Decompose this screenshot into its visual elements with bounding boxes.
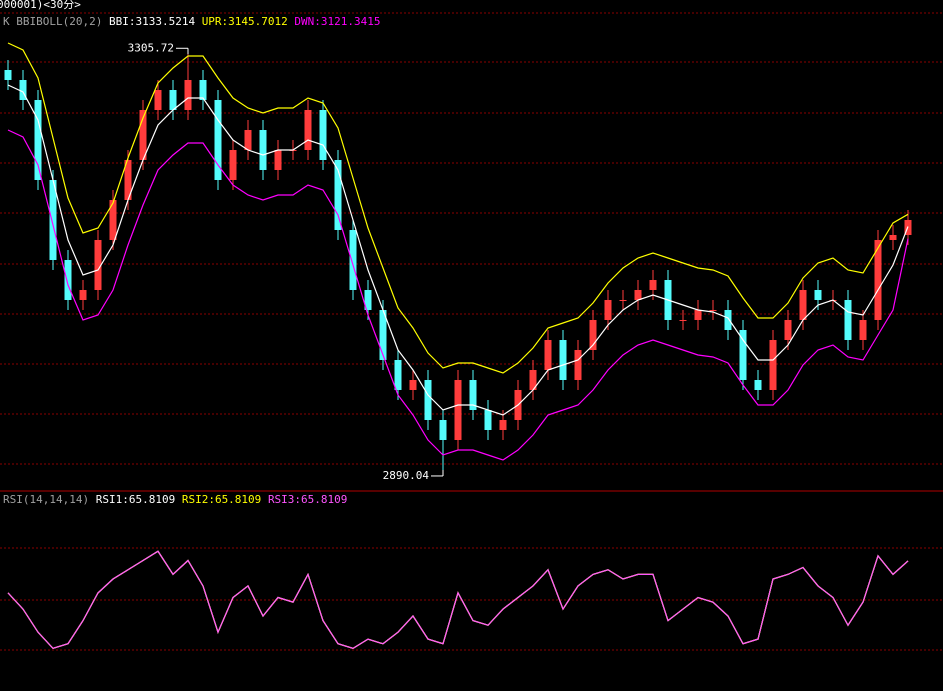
candle-body — [709, 310, 717, 311]
candle-body — [379, 310, 387, 360]
candle-body — [169, 90, 177, 110]
candle-body — [184, 80, 192, 110]
candle-body — [634, 290, 642, 300]
candle-body — [469, 380, 477, 410]
candle-body — [679, 320, 687, 321]
extreme-label: 3305.72 — [128, 41, 174, 54]
candle-body — [409, 380, 417, 390]
candle-body — [334, 160, 342, 230]
candle-body — [844, 300, 852, 340]
candle-body — [454, 380, 462, 440]
candle-body — [64, 260, 72, 300]
legend-entry: RSI3:65.8109 — [268, 493, 347, 506]
candle-body — [199, 80, 207, 100]
band-line — [7, 42, 909, 374]
candle-body — [394, 360, 402, 390]
price-legend: K BBIBOLL(20,2) BBI:3133.5214 UPR:3145.7… — [3, 15, 381, 28]
band-line — [7, 129, 909, 461]
candle-body — [739, 330, 747, 380]
band-line — [7, 84, 909, 416]
candle-body — [649, 280, 657, 290]
candle-body — [889, 235, 897, 240]
candle-body — [124, 160, 132, 200]
extreme-label: 2890.04 — [383, 469, 430, 482]
candle-body — [799, 290, 807, 320]
candle-body — [439, 420, 447, 440]
candle-body — [304, 110, 312, 150]
candle-body — [484, 410, 492, 430]
rsi-title: RSI(14,14,14) — [3, 493, 89, 506]
legend-entry: RSI1:65.8109 — [96, 493, 175, 506]
candle-body — [154, 90, 162, 110]
candle-body — [604, 300, 612, 320]
candle-body — [574, 350, 582, 380]
candle-body — [94, 240, 102, 290]
candle-body — [499, 420, 507, 430]
candle-body — [79, 290, 87, 300]
candle-body — [49, 180, 57, 260]
window-title: 000001)<30分> — [0, 0, 81, 11]
legend-entry: DWN:3121.3415 — [294, 15, 380, 28]
candle-body — [244, 130, 252, 150]
legend-entry: BBI:3133.5214 — [109, 15, 195, 28]
candle-body — [4, 70, 12, 80]
candle-body — [784, 320, 792, 340]
candle-body — [259, 130, 267, 170]
legend-entry: RSI2:65.8109 — [182, 493, 261, 506]
candle-body — [769, 340, 777, 390]
candle-body — [529, 370, 537, 390]
candle-body — [109, 200, 117, 240]
candle-body — [139, 110, 147, 160]
candle-body — [319, 110, 327, 160]
candle-body — [814, 290, 822, 300]
candle-body — [34, 100, 42, 180]
price-title: K BBIBOLL(20,2) — [3, 15, 102, 28]
candle-body — [724, 310, 732, 330]
candle-body — [874, 240, 882, 320]
candle-body — [589, 320, 597, 350]
candle-body — [19, 80, 27, 100]
candle-body — [544, 340, 552, 370]
candle-body — [694, 310, 702, 320]
candle-body — [214, 100, 222, 180]
legend-entry: UPR:3145.7012 — [202, 15, 288, 28]
rsi-legend: RSI(14,14,14) RSI1:65.8109 RSI2:65.8109 … — [3, 493, 347, 506]
rsi-line — [7, 550, 909, 650]
candle-body — [274, 150, 282, 170]
candle-body — [754, 380, 762, 390]
candle-body — [619, 300, 627, 301]
candle-body — [364, 290, 372, 310]
candle-body — [349, 230, 357, 290]
candle-body — [859, 320, 867, 340]
candle-body — [559, 340, 567, 380]
candle-body — [229, 150, 237, 180]
candle-body — [424, 380, 432, 420]
